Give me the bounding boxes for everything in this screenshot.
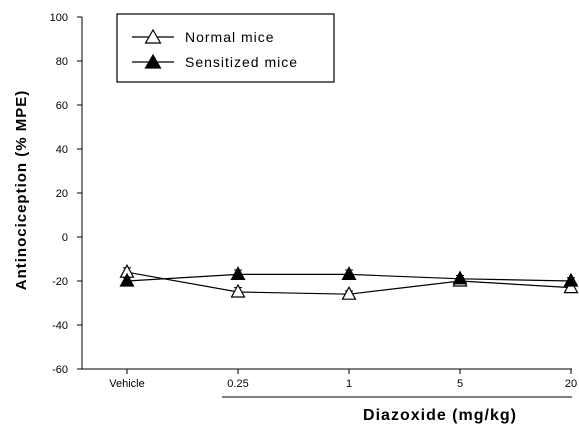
legend-marker-sensitized xyxy=(144,53,162,69)
legend-label-sensitized: Sensitized mice xyxy=(185,54,298,70)
x-axis-title: Diazoxide (mg/kg) xyxy=(363,407,517,424)
data-point-sensitized xyxy=(230,266,246,280)
y-tick-label: -40 xyxy=(52,320,68,332)
data-point-sensitized xyxy=(563,272,579,287)
x-tick-label: 5 xyxy=(457,378,463,390)
y-tick-label: 20 xyxy=(56,188,68,200)
x-tick-label: 20 xyxy=(565,378,577,390)
y-tick-label: 80 xyxy=(56,56,68,68)
data-point-sensitized xyxy=(452,270,468,285)
legend: Normal mice Sensitized mice xyxy=(116,13,335,83)
y-tick-label: 40 xyxy=(56,144,68,156)
y-tick-label: -20 xyxy=(52,276,68,288)
y-axis-title: Antinociception (% MPE) xyxy=(13,90,30,291)
x-tick-label: 0.25 xyxy=(227,378,248,390)
x-tick-label: Vehicle xyxy=(109,378,144,390)
legend-label-normal: Normal mice xyxy=(185,29,275,45)
x-tick-label: 1 xyxy=(346,378,352,390)
data-point-normal xyxy=(341,285,357,300)
y-tick-label: 100 xyxy=(50,12,68,24)
y-tick-label: 60 xyxy=(56,100,68,112)
legend-box xyxy=(116,13,335,83)
y-tick-label: -60 xyxy=(52,364,68,376)
data-point-sensitized xyxy=(341,266,357,280)
legend-marker-normal xyxy=(144,28,162,44)
data-point-normal xyxy=(230,283,246,298)
y-tick-label: 0 xyxy=(62,232,68,244)
data-point-sensitized xyxy=(119,272,135,287)
